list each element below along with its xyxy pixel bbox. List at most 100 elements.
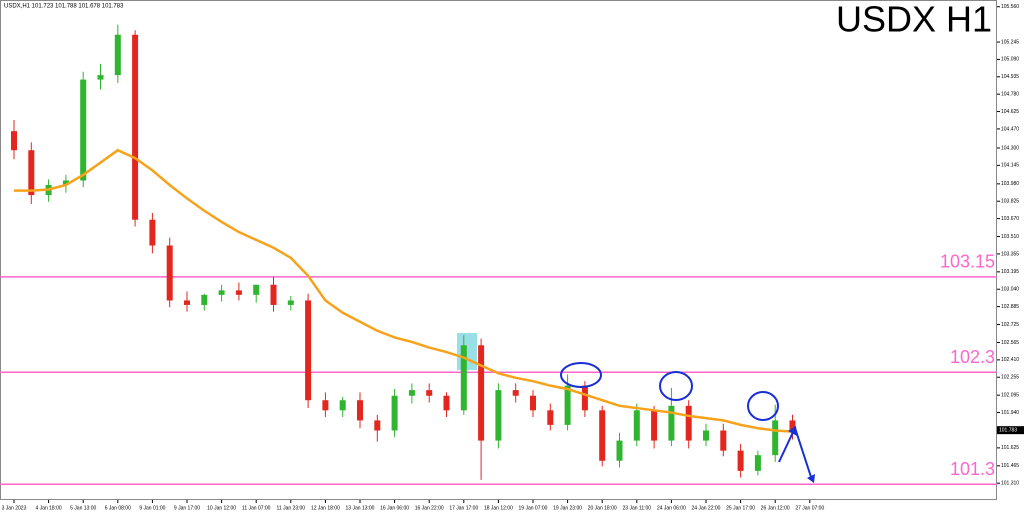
candle-body — [564, 385, 571, 425]
candle-body — [616, 440, 623, 461]
y-tick-label: 104.470 — [1001, 126, 1019, 132]
y-tick-label: 101.625 — [1001, 445, 1019, 451]
x-tick-label: 17 Jan 17:00 — [449, 505, 478, 511]
x-tick-label: 16 Jan 22:00 — [415, 505, 444, 511]
highlight-box — [457, 333, 477, 370]
candle-body — [720, 430, 727, 451]
candle-body — [754, 455, 761, 471]
y-tick-label: 104.145 — [1001, 163, 1019, 169]
marks — [0, 24, 997, 486]
candle-body — [426, 390, 433, 396]
y-tick-label: 101.465 — [1001, 463, 1019, 469]
candle-body — [651, 410, 658, 441]
candle-body — [184, 300, 190, 305]
candle-body — [80, 79, 87, 181]
chart-title: USDX H1 — [836, 0, 992, 40]
x-tick-label: 19 Jan 07:00 — [519, 505, 548, 511]
y-tick-label: 104.780 — [1001, 91, 1019, 97]
y-tick-label: 103.825 — [1001, 199, 1019, 205]
y-tick-label: 103.510 — [1001, 234, 1019, 240]
candle-body — [512, 390, 519, 396]
arrow-head — [807, 474, 815, 483]
y-tick-label: 101.310 — [1001, 481, 1019, 487]
level-label: 101.3 — [950, 459, 995, 479]
candle-body — [201, 294, 208, 305]
y-tick-label: 105.560 — [1001, 4, 1019, 10]
candle-body — [478, 345, 485, 441]
price-label-box — [997, 426, 1024, 435]
y-tick-label: 103.670 — [1001, 216, 1019, 222]
level-label: 103.15 — [940, 252, 995, 272]
y-tick-label: 104.625 — [1001, 109, 1019, 115]
candle-body — [28, 150, 35, 196]
candle-body — [530, 395, 536, 411]
candle-body — [253, 284, 260, 295]
candle-body — [668, 405, 675, 441]
candle-body — [581, 385, 588, 411]
x-tick-label: 24 Jan 06:00 — [657, 505, 686, 511]
x-tick-label: 20 Jan 18:00 — [588, 505, 617, 511]
x-tick-label: 19 Jan 23:00 — [553, 505, 582, 511]
y-tick-label: 104.935 — [1001, 74, 1019, 80]
x-tick-label: 26 Jan 12:00 — [761, 505, 790, 511]
x-tick-label: 27 Jan 07:00 — [795, 505, 824, 511]
arrow-head — [788, 426, 797, 436]
x-tick-label: 18 Jan 12:00 — [484, 505, 513, 511]
candle-body — [132, 34, 139, 220]
candle-body — [391, 395, 398, 431]
candle-body — [235, 290, 242, 295]
y-tick-label: 101.940 — [1001, 410, 1019, 416]
candle-body — [374, 420, 381, 431]
x-tick-label: 16 Jan 06:00 — [380, 505, 409, 511]
x-tick-label: 9 Jan 17:00 — [174, 505, 200, 511]
candle-body — [322, 400, 329, 411]
x-tick-label: 24 Jan 22:00 — [692, 505, 721, 511]
candle-body — [339, 400, 346, 411]
candle-body — [495, 390, 502, 441]
candle-body — [305, 300, 312, 401]
y-tick-label: 105.090 — [1001, 57, 1019, 63]
x-tick-label: 10 Jan 12:00 — [207, 505, 236, 511]
x-tick-label: 3 Jan 2023 — [2, 505, 27, 511]
candle-body — [218, 290, 225, 295]
y-tick-label: 102.255 — [1001, 375, 1019, 381]
x-tick-label: 25 Jan 17:00 — [726, 505, 755, 511]
x-tick-label: 4 Jan 18:00 — [36, 505, 62, 511]
candle-body — [703, 430, 709, 441]
y-tick-label: 102.410 — [1001, 357, 1019, 363]
candle-body — [114, 34, 121, 76]
y-tick-label: 104.300 — [1001, 145, 1019, 151]
x-tick-label: 12 Jan 18:00 — [311, 505, 340, 511]
x-tick-label: 13 Jan 13:00 — [346, 505, 375, 511]
x-tick-label: 5 Jan 13:00 — [70, 505, 96, 511]
candle-body — [685, 405, 692, 441]
candle-body — [789, 420, 796, 431]
annotation-ellipse — [659, 371, 693, 401]
candle-body — [270, 284, 277, 305]
candle-body — [149, 219, 156, 246]
header: USDX,H1 101.723 101.788 101.678 101.783 — [4, 4, 124, 10]
x-tick-label: 11 Jan 07:00 — [242, 505, 271, 511]
y-tick-label: 102.885 — [1001, 304, 1019, 310]
candle-body — [460, 345, 467, 411]
x-tick-label: 11 Jan 23:00 — [277, 505, 306, 511]
moving-average — [14, 148, 793, 433]
candle-body — [599, 410, 606, 461]
last-price: 101.783 — [999, 427, 1017, 433]
x-tick-label: 9 Jan 01:00 — [139, 505, 165, 511]
candle-body — [772, 420, 779, 456]
candle-body — [287, 300, 294, 305]
level-label: 102.3 — [950, 347, 995, 367]
y-tick-label: 102.725 — [1001, 322, 1019, 328]
annotation-ellipse — [560, 362, 602, 388]
candle-body — [443, 395, 450, 411]
candle-body — [166, 245, 173, 301]
annotation-ellipse — [747, 391, 779, 421]
y-tick-label: 102.095 — [1001, 393, 1019, 399]
candle-body — [97, 75, 104, 80]
candle-body — [11, 131, 17, 151]
y-tick-label: 102.565 — [1001, 340, 1019, 346]
x-tick-label: 23 Jan 11:00 — [623, 505, 652, 511]
x-tick-label: 6 Jan 08:00 — [105, 505, 131, 511]
